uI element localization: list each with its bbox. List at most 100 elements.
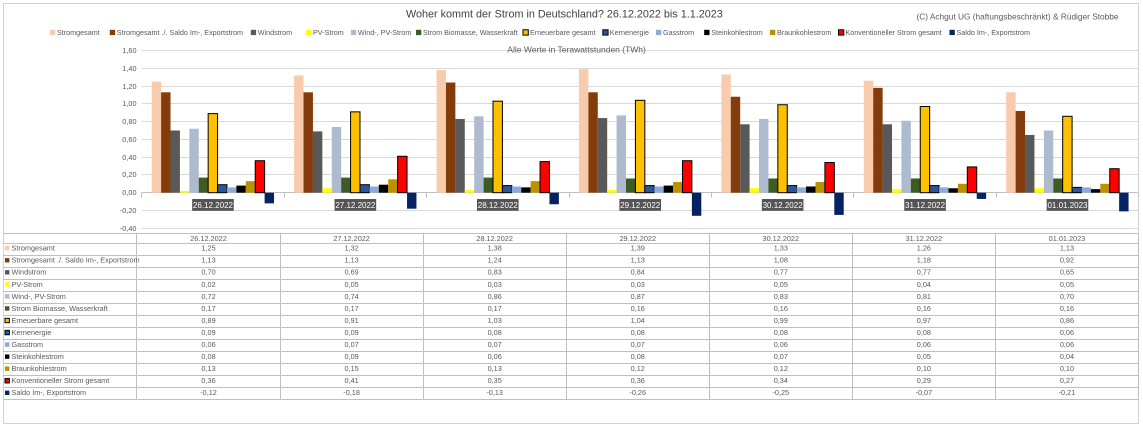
svg-text:1,03: 1,03 <box>488 316 502 325</box>
svg-text:28.12.2022: 28.12.2022 <box>476 234 513 243</box>
svg-text:0,08: 0,08 <box>631 352 645 361</box>
svg-text:1,26: 1,26 <box>917 244 931 253</box>
svg-text:0,80: 0,80 <box>122 117 136 126</box>
svg-text:-0,18: -0,18 <box>343 388 360 397</box>
svg-text:28.12.2022: 28.12.2022 <box>478 201 519 210</box>
svg-text:0,13: 0,13 <box>201 364 215 373</box>
svg-text:Windstrom: Windstrom <box>258 28 292 37</box>
svg-text:0,06: 0,06 <box>774 340 788 349</box>
svg-text:1,60: 1,60 <box>122 46 136 55</box>
svg-text:Kernenergie: Kernenergie <box>12 328 52 337</box>
svg-text:0,81: 0,81 <box>917 292 931 301</box>
svg-text:0,05: 0,05 <box>345 280 359 289</box>
svg-text:Stromgesamt ./. Saldo Im-, Exp: Stromgesamt ./. Saldo Im-, Exportstrom <box>117 28 243 37</box>
svg-text:0,16: 0,16 <box>1060 304 1074 313</box>
svg-text:0,87: 0,87 <box>631 292 645 301</box>
svg-text:0,10: 0,10 <box>917 364 931 373</box>
svg-text:-0,25: -0,25 <box>772 388 789 397</box>
svg-text:31.12.2022: 31.12.2022 <box>906 234 943 243</box>
svg-text:0,97: 0,97 <box>917 316 931 325</box>
svg-text:Konventioneller Strom gesamt: Konventioneller Strom gesamt <box>12 376 110 385</box>
svg-text:0,00: 0,00 <box>122 188 136 197</box>
svg-text:0,06: 0,06 <box>488 352 502 361</box>
svg-text:0,35: 0,35 <box>488 376 502 385</box>
svg-text:0,08: 0,08 <box>201 352 215 361</box>
svg-text:1,20: 1,20 <box>122 82 136 91</box>
svg-text:Strom Biomasse, Wasserkraft: Strom Biomasse, Wasserkraft <box>12 304 108 313</box>
svg-text:-0,40: -0,40 <box>120 224 137 233</box>
svg-text:Wind-, PV-Strom: Wind-, PV-Strom <box>12 292 66 301</box>
svg-text:0,77: 0,77 <box>917 268 931 277</box>
svg-text:0,06: 0,06 <box>1060 340 1074 349</box>
svg-text:0,07: 0,07 <box>488 340 502 349</box>
svg-text:0,03: 0,03 <box>488 280 502 289</box>
svg-text:0,16: 0,16 <box>917 304 931 313</box>
svg-text:0,10: 0,10 <box>1060 364 1074 373</box>
svg-text:0,07: 0,07 <box>774 352 788 361</box>
svg-text:0,06: 0,06 <box>917 340 931 349</box>
svg-text:Stromgesamt ./. Saldo Im-, Exp: Stromgesamt ./. Saldo Im-, Exportstrom <box>12 256 140 265</box>
svg-text:0,83: 0,83 <box>488 268 502 277</box>
svg-text:Kernenergie: Kernenergie <box>610 28 649 37</box>
svg-text:0,77: 0,77 <box>774 268 788 277</box>
svg-text:0,86: 0,86 <box>488 292 502 301</box>
svg-text:Stromgesamt: Stromgesamt <box>12 244 55 253</box>
svg-text:Braunkohlestrom: Braunkohlestrom <box>12 364 67 373</box>
svg-text:0,17: 0,17 <box>201 304 215 313</box>
svg-text:-0,12: -0,12 <box>200 388 217 397</box>
svg-text:1,13: 1,13 <box>345 256 359 265</box>
svg-text:0,06: 0,06 <box>1060 328 1074 337</box>
svg-text:0,40: 0,40 <box>122 153 136 162</box>
svg-text:0,08: 0,08 <box>488 328 502 337</box>
svg-text:1,13: 1,13 <box>631 256 645 265</box>
svg-text:Wind-, PV-Strom: Wind-, PV-Strom <box>358 28 412 37</box>
svg-text:0,16: 0,16 <box>774 304 788 313</box>
svg-text:Erneuerbare gesamt: Erneuerbare gesamt <box>12 316 79 325</box>
svg-text:Gasstrom: Gasstrom <box>12 340 44 349</box>
svg-text:01.01.2023: 01.01.2023 <box>1049 234 1086 243</box>
svg-text:0,13: 0,13 <box>488 364 502 373</box>
svg-text:0,08: 0,08 <box>774 328 788 337</box>
svg-text:1,08: 1,08 <box>774 256 788 265</box>
svg-text:0,92: 0,92 <box>1060 256 1074 265</box>
svg-text:31.12.2022: 31.12.2022 <box>905 201 946 210</box>
svg-text:0,08: 0,08 <box>917 328 931 337</box>
svg-text:PV-Strom: PV-Strom <box>313 28 344 37</box>
svg-text:0,09: 0,09 <box>201 328 215 337</box>
svg-text:PV-Strom: PV-Strom <box>12 280 43 289</box>
svg-text:0,02: 0,02 <box>201 280 215 289</box>
svg-text:0,89: 0,89 <box>201 316 215 325</box>
svg-text:1,40: 1,40 <box>122 64 136 73</box>
svg-text:0,16: 0,16 <box>631 304 645 313</box>
svg-text:0,09: 0,09 <box>345 352 359 361</box>
svg-text:Erneuerbare gesamt: Erneuerbare gesamt <box>530 28 596 37</box>
svg-text:27.12.2022: 27.12.2022 <box>335 201 376 210</box>
svg-text:(C) Achgut UG (haftungsbeschrä: (C) Achgut UG (haftungsbeschränkt) & Rüd… <box>917 12 1119 22</box>
svg-text:Strom Biomasse, Wasserkraft: Strom Biomasse, Wasserkraft <box>423 28 518 37</box>
svg-text:-0,20: -0,20 <box>120 206 137 215</box>
svg-text:Gasstrom: Gasstrom <box>663 28 694 37</box>
svg-text:0,17: 0,17 <box>488 304 502 313</box>
svg-text:-0,26: -0,26 <box>629 388 646 397</box>
svg-text:Konventioneller Strom gesamt: Konventioneller Strom gesamt <box>846 28 942 37</box>
svg-text:0,83: 0,83 <box>774 292 788 301</box>
svg-text:-0,21: -0,21 <box>1059 388 1076 397</box>
svg-text:0,70: 0,70 <box>1060 292 1074 301</box>
svg-text:1,25: 1,25 <box>201 244 215 253</box>
svg-text:0,12: 0,12 <box>631 364 645 373</box>
svg-text:1,33: 1,33 <box>774 244 788 253</box>
svg-text:0,34: 0,34 <box>774 376 788 385</box>
svg-text:0,04: 0,04 <box>1060 352 1074 361</box>
svg-text:1,24: 1,24 <box>488 256 502 265</box>
svg-text:0,29: 0,29 <box>917 376 931 385</box>
svg-text:0,65: 0,65 <box>1060 268 1074 277</box>
svg-text:29.12.2022: 29.12.2022 <box>620 201 661 210</box>
svg-text:0,07: 0,07 <box>345 340 359 349</box>
svg-text:Alle Werte in Terawattstunden: Alle Werte in Terawattstunden (TWh) <box>507 44 646 54</box>
svg-text:0,12: 0,12 <box>774 364 788 373</box>
svg-text:0,91: 0,91 <box>345 316 359 325</box>
svg-text:0,70: 0,70 <box>201 268 215 277</box>
svg-text:1,00: 1,00 <box>122 99 136 108</box>
svg-text:0,15: 0,15 <box>345 364 359 373</box>
svg-text:Woher kommt der Strom in Deuts: Woher kommt der Strom in Deutschland? 26… <box>406 9 723 21</box>
